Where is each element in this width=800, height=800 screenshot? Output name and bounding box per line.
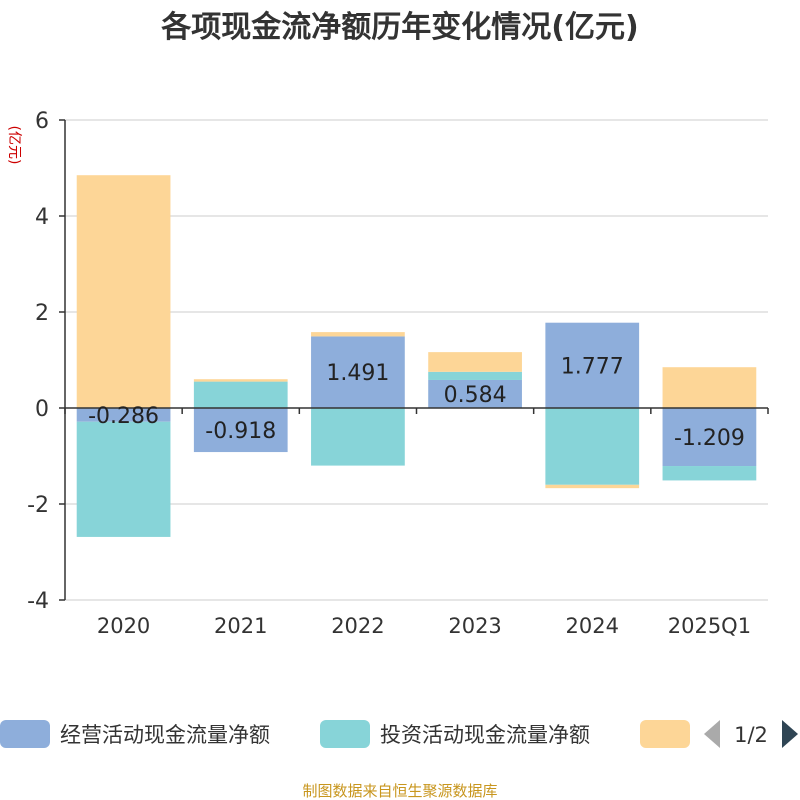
bar-segment-series-3-2022 xyxy=(311,332,405,337)
data-label: 1.491 xyxy=(326,361,389,386)
bar-segment-series-1-2020 xyxy=(76,408,171,422)
x-tick-label: 2024 xyxy=(566,614,619,638)
bar-segment-series-1-2021 xyxy=(193,408,288,453)
bar-segment-series-1-2025Q1 xyxy=(662,408,757,467)
x-tick-label: 2023 xyxy=(448,614,501,638)
legend-swatch-series-3[interactable] xyxy=(640,720,690,748)
legend-swatch-series-1[interactable] xyxy=(0,720,50,748)
bar-segment-series-3-2025Q1 xyxy=(662,367,757,408)
x-tick-label: 2021 xyxy=(214,614,267,638)
bar-segment-series-2-2021 xyxy=(193,381,288,408)
y-tick-label: 2 xyxy=(35,301,49,326)
bar-segment-series-3-2020 xyxy=(76,175,171,408)
bar-segment-series-3-2024 xyxy=(545,484,640,489)
x-tick-label: 2025Q1 xyxy=(668,614,751,638)
bar-segment-series-3-2023 xyxy=(428,352,522,372)
data-label: -1.209 xyxy=(674,426,745,451)
legend-label-series-2[interactable]: 投资活动现金流量净额 xyxy=(380,723,590,747)
y-tick-label: 0 xyxy=(35,397,49,422)
y-tick-label: 4 xyxy=(35,205,49,230)
legend-page-indicator: 1/2 xyxy=(734,723,768,747)
y-tick-label: 6 xyxy=(35,109,49,134)
y-axis-unit-label: (亿元) xyxy=(6,126,22,165)
x-tick-label: 2022 xyxy=(331,614,384,638)
bar-segment-series-2-2023 xyxy=(428,371,522,380)
legend-next-page-icon[interactable] xyxy=(782,720,798,748)
bar-segment-series-1-2024 xyxy=(545,322,640,408)
data-label: 0.584 xyxy=(444,383,507,408)
y-tick-label: -4 xyxy=(27,589,49,614)
data-label: -0.918 xyxy=(205,419,276,444)
data-source-note: 制图数据来自恒生聚源数据库 xyxy=(302,782,497,800)
x-tick-label: 2020 xyxy=(97,614,150,638)
bar-segment-series-2-2024 xyxy=(545,408,640,485)
bar-segment-series-3-2021 xyxy=(193,379,288,382)
y-tick-label: -2 xyxy=(27,493,49,518)
legend-label-series-1[interactable]: 经营活动现金流量净额 xyxy=(60,723,270,747)
data-label: -0.286 xyxy=(88,404,159,429)
legend-swatch-series-2[interactable] xyxy=(320,720,370,748)
chart-title: 各项现金流净额历年变化情况(亿元) xyxy=(160,10,638,45)
bar-segment-series-2-2022 xyxy=(311,408,405,466)
bar-segment-series-2-2025Q1 xyxy=(662,466,757,481)
bar-segment-series-1-2023 xyxy=(428,379,522,408)
data-label: 1.777 xyxy=(561,354,624,379)
bar-segment-series-1-2022 xyxy=(311,336,405,408)
legend-prev-page-icon[interactable] xyxy=(704,720,720,748)
bar-segment-series-2-2020 xyxy=(76,421,171,537)
